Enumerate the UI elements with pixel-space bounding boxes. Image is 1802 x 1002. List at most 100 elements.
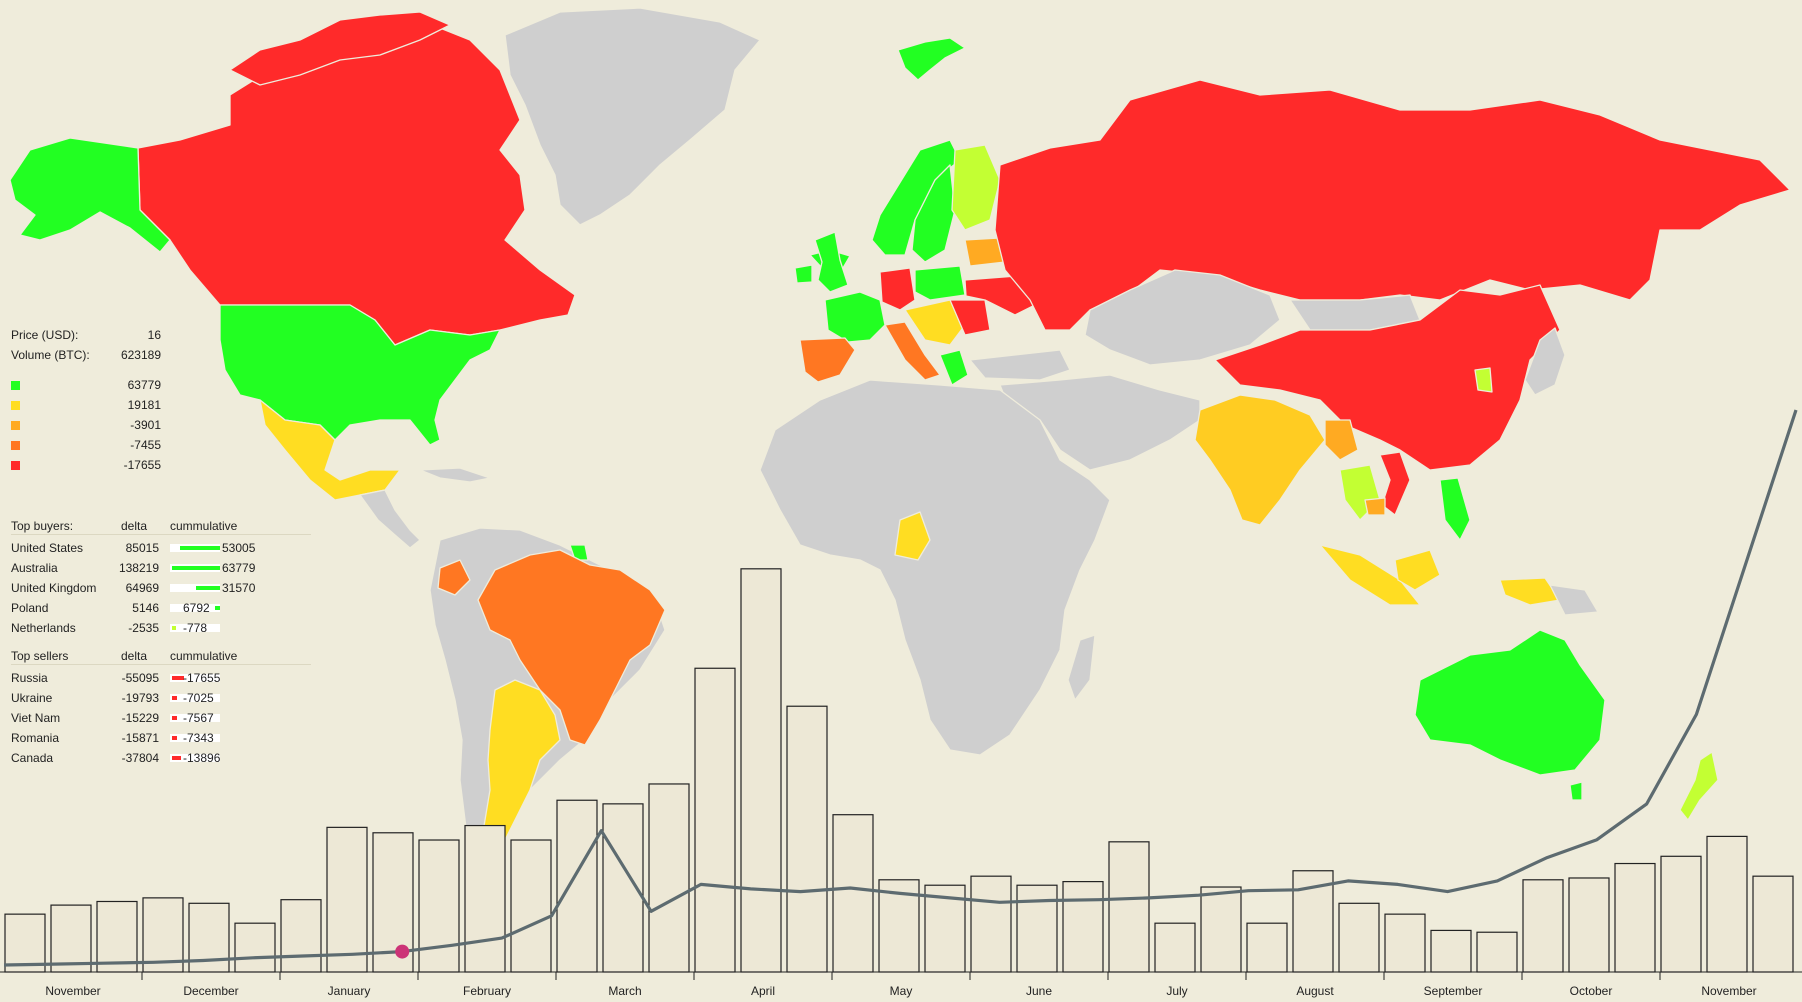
cumulative-bar (170, 604, 220, 612)
country-united-kingdom[interactable] (814, 231, 849, 293)
country-cambodia[interactable] (1364, 497, 1386, 516)
country-name: United States (11, 541, 84, 555)
legend-item: -3901 (11, 417, 161, 433)
cumulative-bar-fill (172, 676, 184, 680)
seller-row[interactable]: Canada -37804 -13896 (11, 748, 311, 768)
country-korea[interactable] (1474, 367, 1493, 393)
country-greece[interactable] (939, 349, 969, 386)
delta-value: 5146 (132, 601, 159, 615)
delta-header: delta (121, 649, 148, 663)
legend-value: -7455 (130, 438, 161, 452)
country-spain[interactable] (799, 337, 856, 383)
legend-swatch (11, 401, 20, 410)
cumulative-bar-fill (172, 756, 182, 760)
top-sellers-title: Top sellers (11, 649, 69, 663)
cumulative-value: -7567 (183, 711, 214, 725)
country-name: United Kingdom (11, 581, 97, 595)
region-caribbean[interactable] (419, 467, 491, 483)
country-poland[interactable] (914, 265, 966, 301)
country-italy[interactable] (884, 321, 941, 381)
seller-row[interactable]: Viet Nam -15229 -7567 (11, 708, 311, 728)
country-germany[interactable] (879, 267, 916, 311)
country-name: Romania (11, 731, 60, 745)
country-france[interactable] (824, 291, 886, 343)
seller-row[interactable]: Ukraine -19793 -7025 (11, 688, 311, 708)
country-ireland[interactable] (794, 264, 813, 284)
delta-value: 64969 (125, 581, 159, 595)
legend-swatch (11, 441, 20, 450)
seller-row[interactable]: Russia -55095 -17655 (11, 668, 311, 688)
cumulative-bar (170, 754, 220, 762)
country-sweden[interactable] (911, 164, 956, 263)
region-central-america[interactable] (359, 489, 421, 549)
legend-value: 19181 (127, 398, 161, 412)
legend-item: 19181 (11, 397, 161, 413)
cumulative-header: cummulative (170, 649, 238, 663)
top-sellers-table: Top sellers delta cummulative Russia -550… (11, 648, 311, 768)
country-greenland[interactable] (504, 7, 761, 226)
country-png[interactable] (1549, 584, 1599, 616)
country-name: Netherlands (11, 621, 76, 635)
country-madagascar[interactable] (1067, 634, 1096, 701)
country-svalbard[interactable] (897, 37, 966, 81)
cumulative-bar-fill (196, 586, 220, 590)
country-romania[interactable] (949, 299, 991, 336)
cumulative-value: -7025 (183, 691, 214, 705)
buyer-row[interactable]: United Kingdom 64969 31570 (11, 578, 311, 598)
country-india[interactable] (1194, 394, 1326, 526)
cumulative-value: -7343 (183, 731, 214, 745)
buyer-row[interactable]: United States 85015 53005 (11, 538, 311, 558)
volume-value: 623189 (120, 348, 161, 362)
country-australia[interactable] (1414, 629, 1606, 776)
country-philippines[interactable] (1439, 477, 1471, 541)
color-legend: 63779 19181 -3901 -7455 -17655 (11, 377, 161, 472)
country-name: Viet Nam (11, 711, 61, 725)
delta-header: delta (121, 519, 148, 533)
country-name: Australia (11, 561, 58, 575)
cumulative-value: 31570 (222, 581, 256, 595)
seller-row[interactable]: Romania -15871 -7343 (11, 728, 311, 748)
delta-value: -55095 (121, 671, 159, 685)
cumulative-value: -17655 (183, 671, 221, 685)
price-row: Price (USD): 16 (11, 327, 161, 343)
legend-swatch (11, 461, 20, 470)
country-canada-islands[interactable] (229, 11, 451, 86)
country-finland[interactable] (951, 144, 1001, 231)
country-alaska[interactable] (9, 137, 171, 253)
volume-row: Volume (BTC): 623189 (11, 347, 161, 363)
legend-value: -17655 (123, 458, 161, 472)
delta-value: 138219 (118, 561, 159, 575)
country-name: Canada (11, 751, 54, 765)
buyer-row[interactable]: Poland 5146 6792 (11, 598, 311, 618)
cumulative-value: -778 (183, 621, 208, 635)
cumulative-value: 6792 (183, 601, 210, 615)
region-central-asia[interactable] (1084, 269, 1281, 366)
top-buyers-header: Top buyers: delta cummulative (11, 518, 311, 535)
buyer-row[interactable]: Australia 138219 63779 (11, 558, 311, 578)
country-tasmania[interactable] (1569, 781, 1583, 801)
delta-value: -2535 (128, 621, 159, 635)
cumulative-bar (170, 564, 220, 572)
country-papua[interactable] (1499, 577, 1561, 606)
delta-value: -37804 (121, 751, 159, 765)
buyer-row[interactable]: Netherlands -2535 -778 (11, 618, 311, 638)
legend-swatch (11, 381, 20, 390)
delta-value: -15871 (121, 731, 159, 745)
cumulative-value: 63779 (222, 561, 256, 575)
country-turkey[interactable] (969, 349, 1071, 381)
country-japan[interactable] (1524, 327, 1566, 396)
cumulative-value: -13896 (183, 751, 221, 765)
country-name: Poland (11, 601, 49, 615)
country-new-zealand[interactable] (1679, 751, 1719, 821)
legend-value: 63779 (127, 378, 161, 392)
country-balkans[interactable] (904, 299, 966, 346)
cumulative-bar (170, 584, 220, 592)
legend-item: 63779 (11, 377, 161, 393)
legend-item: -17655 (11, 457, 161, 473)
country-russia[interactable] (994, 79, 1791, 331)
cumulative-bar (170, 734, 220, 742)
top-buyers-title: Top buyers: (11, 519, 74, 533)
cumulative-bar-fill (180, 546, 220, 550)
price-label: Price (USD): (11, 328, 79, 342)
